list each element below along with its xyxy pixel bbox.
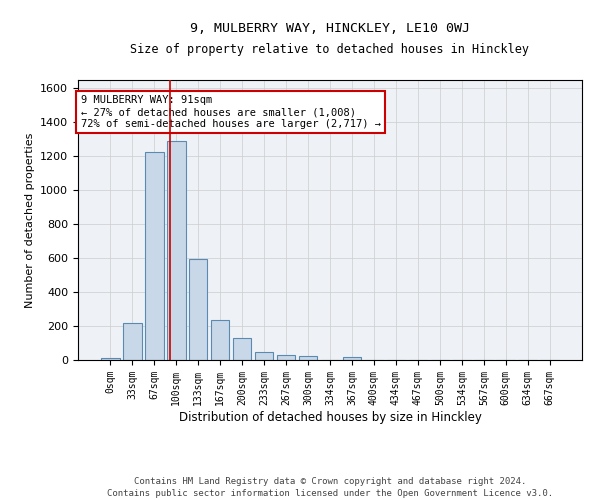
Text: Size of property relative to detached houses in Hinckley: Size of property relative to detached ho… <box>131 42 530 56</box>
Text: Contains public sector information licensed under the Open Government Licence v3: Contains public sector information licen… <box>107 489 553 498</box>
Bar <box>299 356 317 360</box>
Bar <box>101 358 119 360</box>
Bar <box>123 322 142 360</box>
Bar <box>233 338 251 360</box>
Bar <box>343 358 361 360</box>
Bar <box>189 259 208 360</box>
Bar <box>167 141 185 360</box>
Bar <box>277 355 295 360</box>
Bar <box>145 152 164 360</box>
Y-axis label: Number of detached properties: Number of detached properties <box>25 132 35 308</box>
Text: 9, MULBERRY WAY, HINCKLEY, LE10 0WJ: 9, MULBERRY WAY, HINCKLEY, LE10 0WJ <box>190 22 470 36</box>
Bar <box>255 352 274 360</box>
X-axis label: Distribution of detached houses by size in Hinckley: Distribution of detached houses by size … <box>179 410 481 424</box>
Bar <box>211 320 229 360</box>
Text: Contains HM Land Registry data © Crown copyright and database right 2024.: Contains HM Land Registry data © Crown c… <box>134 478 526 486</box>
Text: 9 MULBERRY WAY: 91sqm
← 27% of detached houses are smaller (1,008)
72% of semi-d: 9 MULBERRY WAY: 91sqm ← 27% of detached … <box>80 96 380 128</box>
